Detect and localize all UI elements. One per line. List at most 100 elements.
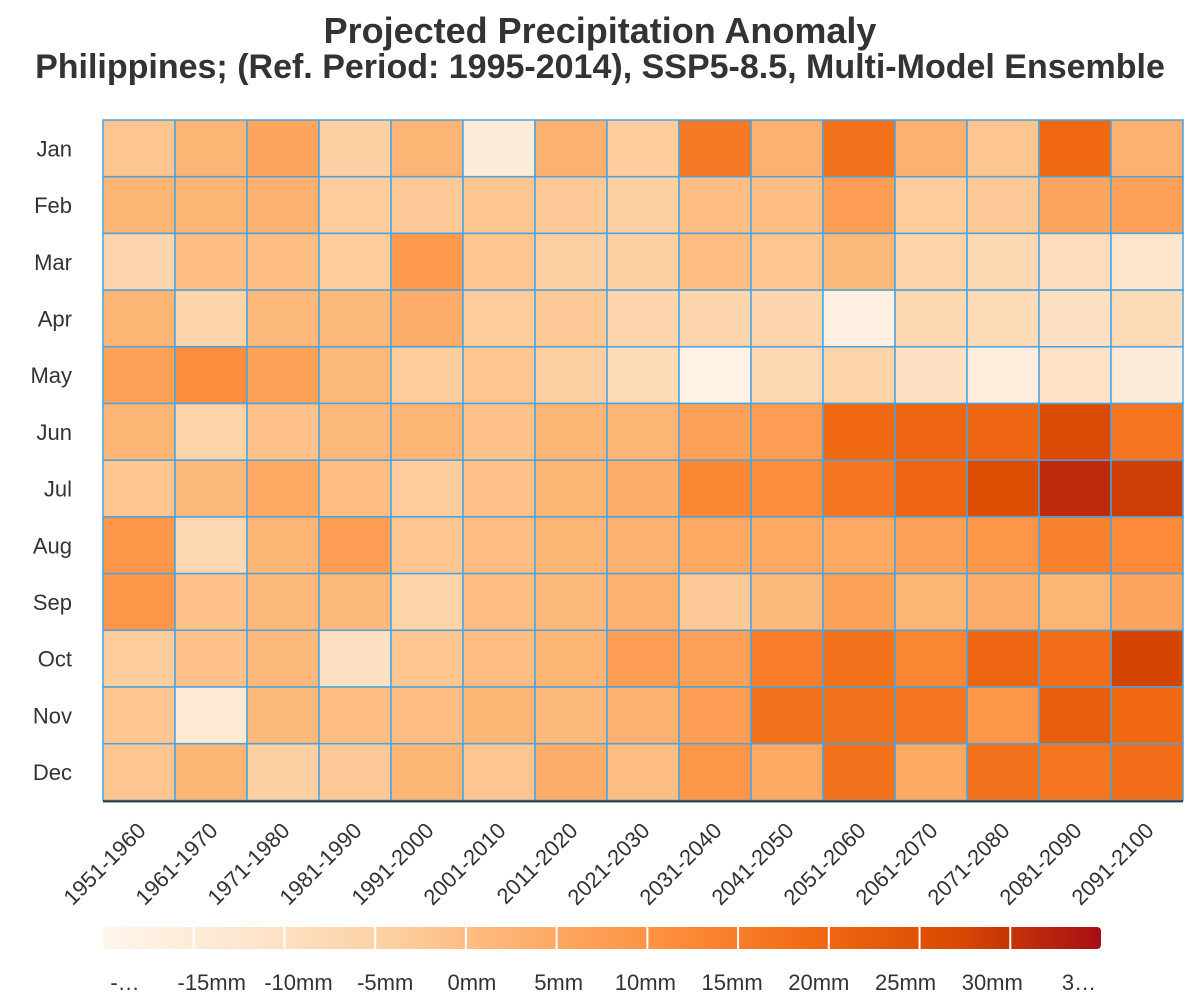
heatmap-cell <box>606 516 680 575</box>
heatmap-cell <box>390 289 464 348</box>
heatmap-cell <box>822 402 896 461</box>
heatmap-cell <box>246 742 320 802</box>
heatmap-cell <box>246 629 320 688</box>
heatmap-cell <box>606 629 680 688</box>
heatmap-cell <box>606 742 680 802</box>
heatmap-cell <box>102 346 176 405</box>
colorbar-tick-label: 20mm <box>788 970 849 995</box>
heatmap-cell <box>1038 175 1112 235</box>
heatmap-cell <box>174 742 248 802</box>
heatmap-cell <box>966 629 1040 688</box>
heatmap-cell <box>894 742 968 802</box>
heatmap-cell <box>966 232 1040 291</box>
chart-subtitle: Philippines; (Ref. Period: 1995-2014), S… <box>35 48 1165 86</box>
heatmap-cell <box>1110 119 1184 178</box>
heatmap-cell <box>102 686 176 745</box>
y-tick-label: Sep <box>33 590 72 615</box>
heatmap-cell <box>318 402 392 461</box>
heatmap-cell <box>1110 402 1184 461</box>
heatmap-cell <box>966 346 1040 405</box>
heatmap-cell <box>678 516 752 575</box>
heatmap-cell <box>822 629 896 688</box>
heatmap-cell <box>174 175 248 235</box>
heatmap-cell <box>966 459 1040 518</box>
heatmap-cell <box>606 119 680 178</box>
heatmap-cell <box>534 742 608 802</box>
heatmap-cell <box>822 119 896 178</box>
colorbar-tick-label: 25mm <box>875 970 936 995</box>
heatmap-cell <box>606 232 680 291</box>
heatmap-cell <box>678 686 752 745</box>
heatmap-cell <box>102 232 176 291</box>
heatmap-cell <box>894 232 968 291</box>
colorbar-gradient <box>103 927 1101 949</box>
heatmap-cell <box>462 742 536 802</box>
heatmap-cell <box>678 629 752 688</box>
colorbar <box>103 927 1101 949</box>
heatmap-cell <box>390 572 464 632</box>
heatmap-cell <box>102 459 176 518</box>
heatmap-cell <box>750 175 824 235</box>
colorbar-tick-label: 10mm <box>615 970 676 995</box>
heatmap-cell <box>462 289 536 348</box>
heatmap-cell <box>102 629 176 688</box>
heatmap-cell <box>894 572 968 632</box>
heatmap-cell <box>1038 119 1112 178</box>
heatmap-cell <box>174 232 248 291</box>
heatmap-cell <box>246 572 320 632</box>
heatmap-cell <box>246 119 320 178</box>
heatmap-cell <box>534 459 608 518</box>
heatmap-cell <box>822 686 896 745</box>
heatmap-cell <box>606 289 680 348</box>
heatmap-cell <box>606 459 680 518</box>
heatmap-cell <box>966 516 1040 575</box>
heatmap-cell <box>174 572 248 632</box>
heatmap-cell <box>1038 232 1112 291</box>
y-tick-label: May <box>30 363 72 388</box>
heatmap-cell <box>174 119 248 178</box>
y-tick-label: Apr <box>38 306 72 331</box>
heatmap-cell <box>534 175 608 235</box>
heatmap-cell <box>318 119 392 178</box>
heatmap-cell <box>534 402 608 461</box>
heatmap-cell <box>318 289 392 348</box>
heatmap-cell <box>246 232 320 291</box>
heatmap-cell <box>534 232 608 291</box>
heatmap-cell <box>462 175 536 235</box>
heatmap-cell <box>534 516 608 575</box>
heatmap-cell <box>894 402 968 461</box>
heatmap-cell <box>1038 686 1112 745</box>
colorbar-tick-label: 5mm <box>534 970 583 995</box>
heatmap-cell <box>966 289 1040 348</box>
heatmap-cell <box>246 175 320 235</box>
y-tick-label: Oct <box>38 647 72 672</box>
colorbar-tick-label: -5mm <box>357 970 413 995</box>
heatmap-cell <box>102 742 176 802</box>
heatmap-cell <box>1038 516 1112 575</box>
heatmap-cell <box>750 402 824 461</box>
heatmap-cell <box>390 119 464 178</box>
heatmap-cell <box>678 459 752 518</box>
heatmap-cell <box>318 742 392 802</box>
heatmap-cell <box>678 742 752 802</box>
heatmap-cell <box>678 572 752 632</box>
heatmap-cell <box>534 289 608 348</box>
heatmap-cell <box>1110 572 1184 632</box>
heatmap-cell <box>318 459 392 518</box>
heatmap-cell <box>534 629 608 688</box>
heatmap-cell <box>390 175 464 235</box>
heatmap-cell <box>894 629 968 688</box>
colorbar-tick-labels: -… -15mm -10mm -5mm 0mm 5mm 10mm 15mm 20mm 25mm 30… <box>110 970 1096 995</box>
heatmap-cell <box>606 402 680 461</box>
heatmap-cell <box>966 572 1040 632</box>
heatmap-cell <box>534 686 608 745</box>
heatmap-cell <box>174 289 248 348</box>
heatmap-cell <box>174 516 248 575</box>
heatmap-cell <box>750 686 824 745</box>
heatmap-cell <box>750 572 824 632</box>
heatmap-cell <box>246 402 320 461</box>
colorbar-tick-label: 15mm <box>702 970 763 995</box>
heatmap-cell <box>1110 346 1184 405</box>
heatmap-cells <box>102 119 1184 802</box>
